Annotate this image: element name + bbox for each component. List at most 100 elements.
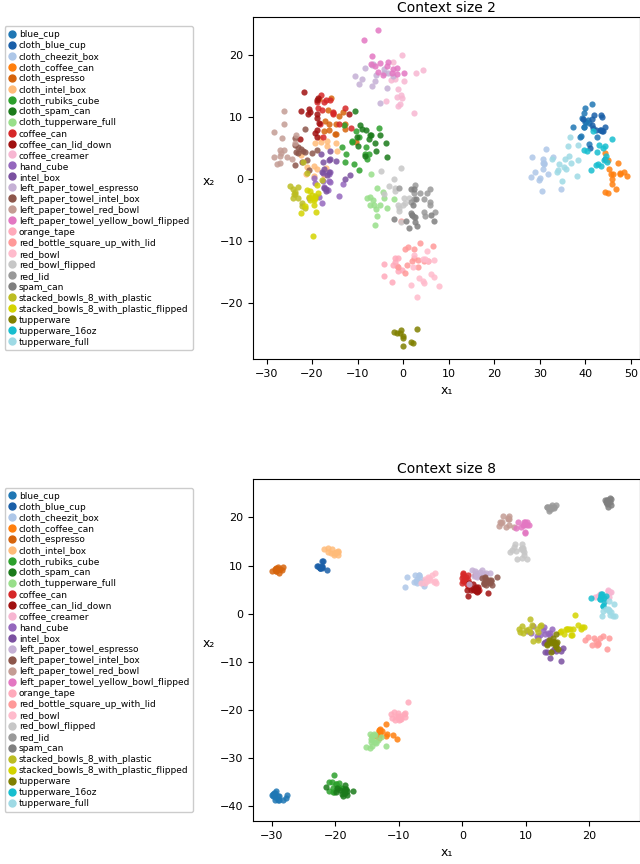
intel_box — [331, 154, 341, 168]
red_bowl_flipped — [507, 543, 517, 557]
left_paper_towel_intel_box — [480, 570, 490, 584]
red_bottle_square_up_with_lid — [593, 637, 603, 651]
intel_box — [545, 651, 555, 665]
left_paper_towel_espresso — [472, 566, 482, 580]
blue_cup — [579, 106, 589, 120]
spam_can — [603, 494, 613, 508]
cloth_coffee_can — [604, 162, 614, 175]
left_paper_towel_red_bowl — [275, 149, 285, 162]
stacked_bowls_8_with_plastic_flipped — [556, 624, 566, 638]
cloth_blue_cup — [596, 124, 606, 137]
red_lid — [419, 206, 429, 219]
left_paper_towel_yellow_bowl_flipped — [392, 61, 402, 75]
cloth_rubiks_cube — [337, 781, 347, 795]
cloth_coffee_can — [381, 727, 392, 741]
coffee_can — [474, 583, 484, 597]
coffee_can_lid_down — [461, 583, 472, 597]
coffee_can_lid_down — [303, 107, 313, 121]
left_paper_towel_espresso — [387, 69, 397, 83]
cloth_espresso — [275, 562, 285, 576]
orange_tape — [379, 269, 389, 283]
cloth_coffee_can — [604, 154, 614, 168]
tupperware — [396, 323, 406, 337]
cloth_intel_box — [327, 542, 337, 556]
spam_can — [408, 199, 418, 213]
left_paper_towel_yellow_bowl_flipped — [522, 518, 532, 531]
left_paper_towel_espresso — [368, 57, 378, 71]
hand_cube — [305, 191, 315, 205]
cloth_cheezit_box — [531, 165, 541, 179]
left_paper_towel_yellow_bowl_flipped — [378, 68, 388, 82]
cloth_coffee_can — [374, 727, 385, 741]
cloth_spam_can — [381, 136, 391, 149]
red_lid — [548, 500, 559, 514]
coffee_can — [340, 101, 350, 115]
coffee_can — [461, 577, 472, 591]
cloth_blue_cup — [322, 562, 332, 576]
left_paper_towel_espresso — [370, 73, 380, 87]
tupperware_full — [609, 597, 620, 611]
intel_box — [551, 638, 561, 651]
cloth_rubiks_cube — [360, 147, 370, 161]
cloth_coffee_can — [619, 165, 629, 179]
cloth_blue_cup — [317, 560, 327, 574]
intel_box — [345, 168, 355, 182]
blue_cup — [271, 785, 282, 798]
tupperware_16oz — [595, 593, 605, 607]
left_paper_towel_yellow_bowl_flipped — [524, 518, 534, 532]
left_paper_towel_yellow_bowl_flipped — [513, 515, 524, 529]
cloth_cheezit_box — [536, 184, 547, 198]
cloth_blue_cup — [588, 108, 598, 122]
cloth_spam_can — [375, 128, 385, 142]
Legend: blue_cup, cloth_blue_cup, cloth_cheezit_box, cloth_coffee_can, cloth_espresso, c: blue_cup, cloth_blue_cup, cloth_cheezit_… — [4, 488, 193, 812]
red_bowl — [422, 575, 433, 588]
cloth_cheezit_box — [534, 174, 544, 187]
coffee_can — [346, 121, 356, 135]
left_paper_towel_yellow_bowl_flipped — [367, 49, 378, 63]
cloth_blue_cup — [578, 112, 588, 126]
cloth_tupperware_full — [376, 730, 387, 744]
red_bowl — [406, 277, 416, 291]
blue_cup — [575, 130, 585, 144]
hand_cube — [319, 180, 329, 194]
cloth_tupperware_full — [365, 735, 376, 749]
blue_cup — [268, 789, 278, 803]
coffee_can_lid_down — [310, 125, 320, 139]
red_lid — [548, 501, 559, 515]
stacked_bowls_8_with_plastic — [293, 191, 303, 205]
left_paper_towel_red_bowl — [279, 143, 289, 157]
left_paper_towel_red_bowl — [269, 125, 279, 139]
orange_tape — [394, 714, 404, 727]
cloth_coffee_can — [374, 722, 385, 736]
stacked_bowls_8_with_plastic — [284, 179, 294, 193]
hand_cube — [317, 196, 327, 210]
blue_cup — [270, 793, 280, 807]
red_bowl — [415, 575, 426, 589]
coffee_creamer — [393, 99, 403, 113]
tupperware — [550, 638, 560, 651]
coffee_can_lid_down — [312, 130, 323, 144]
spam_can — [602, 492, 612, 506]
red_bottle_square_up_with_lid — [396, 214, 406, 228]
coffee_creamer — [597, 589, 607, 603]
cloth_tupperware_full — [366, 167, 376, 181]
red_bottle_square_up_with_lid — [406, 254, 417, 268]
left_paper_towel_espresso — [479, 567, 489, 581]
red_lid — [410, 178, 420, 192]
coffee_can_lid_down — [470, 582, 480, 596]
cloth_coffee_can — [607, 172, 617, 186]
cloth_spam_can — [360, 149, 370, 162]
stacked_bowls_8_with_plastic — [288, 191, 298, 205]
blue_cup — [568, 119, 579, 133]
Legend: blue_cup, cloth_blue_cup, cloth_cheezit_box, cloth_coffee_can, cloth_espresso, c: blue_cup, cloth_blue_cup, cloth_cheezit_… — [4, 26, 193, 350]
red_bowl — [430, 574, 440, 588]
stacked_bowls_8_with_plastic — [300, 201, 310, 215]
red_bowl — [434, 279, 444, 293]
coffee_can — [457, 571, 467, 585]
stacked_bowls_8_with_plastic — [316, 173, 326, 187]
cloth_rubiks_cube — [374, 121, 385, 135]
red_bowl_flipped — [518, 543, 528, 557]
left_paper_towel_yellow_bowl_flipped — [392, 67, 402, 80]
stacked_bowls_8_with_plastic_flipped — [567, 628, 577, 642]
coffee_can — [458, 566, 468, 580]
